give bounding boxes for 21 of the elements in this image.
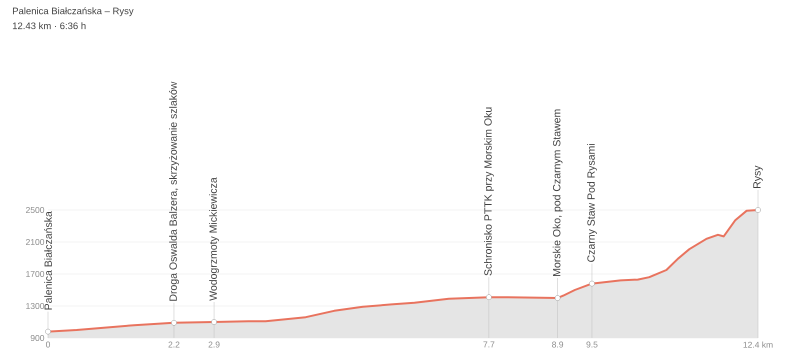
annotation: Droga Oswalda Balzera, skrzyżowanie szlaków	[169, 82, 179, 301]
x-tick-label: 7.7	[483, 342, 494, 348]
annotation: Rysy	[753, 165, 763, 188]
x-tick-label: 2.9	[208, 342, 220, 348]
x-tick-label: 8.9	[552, 342, 564, 348]
annotation: Morskie Oko, pod Czarnym Stawem	[552, 109, 562, 276]
x-tick-label: 12.4 km	[744, 342, 773, 348]
y-tick-label: 1700	[26, 270, 44, 278]
chart-title: Palenica Białczańska – Rysy	[12, 7, 134, 16]
y-tick-label: 1300	[26, 302, 44, 310]
x-tick-label: 2.2	[168, 342, 180, 348]
annotation: Palenica Białczańska	[44, 211, 52, 310]
y-tick-label: 2500	[26, 206, 44, 213]
chart-subtitle: 12.43 km · 6:36 h	[12, 22, 86, 30]
y-tick-label: 2100	[26, 238, 44, 246]
x-tick-label: 0	[46, 342, 50, 348]
annotation: Wodogrzmoty Mickiewicza	[209, 177, 219, 301]
annotation: Schronisko PTTK przy Morskim Oku	[484, 108, 494, 276]
annotation: Czarny Staw Pod Rysami	[587, 144, 597, 262]
y-tick-label: 900	[30, 334, 44, 342]
x-tick-label: 9.5	[586, 342, 598, 348]
